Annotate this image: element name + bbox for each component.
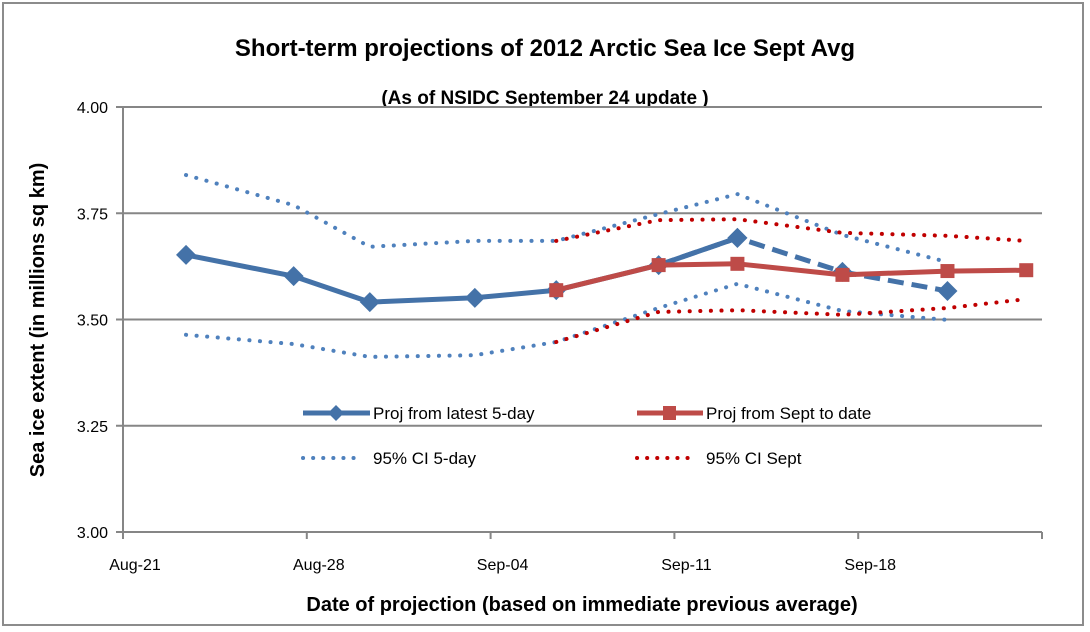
- y-tick-label: 3.00: [77, 525, 108, 542]
- x-tick-label: Sep-04: [477, 557, 529, 574]
- legend-item-proj-sept: Proj from Sept to date: [637, 404, 871, 423]
- proj-sept-square-point: [1019, 263, 1034, 278]
- ci-5day-upper-line: [184, 173, 950, 265]
- legend-item-proj-5day: Proj from latest 5-day: [303, 404, 535, 423]
- proj-sept-square-point: [835, 267, 850, 282]
- ci-sept-upper-line: [554, 217, 1029, 243]
- legend-diamond-marker-icon: [328, 405, 344, 421]
- axes: [122, 107, 1043, 539]
- legend-label-proj-sept: Proj from Sept to date: [706, 404, 871, 423]
- y-tick-label: 4.00: [77, 100, 108, 117]
- legend-item-ci-5day: 95% CI 5-day: [301, 449, 476, 468]
- legend-label-ci-5day: 95% CI 5-day: [373, 449, 476, 468]
- proj-sept-square-point: [651, 258, 666, 273]
- x-tick-labels: Aug-21 Aug-28 Sep-04 Sep-11 Sep-18: [109, 557, 896, 574]
- proj-5day-diamond-point: [359, 292, 380, 313]
- gridlines: [116, 106, 1042, 533]
- proj-sept-square-point: [730, 256, 745, 271]
- proj-5day-diamond-point: [464, 287, 485, 308]
- legend-label-ci-sept: 95% CI Sept: [706, 449, 802, 468]
- ci-sept-lower-line: [554, 297, 1029, 344]
- x-tick-label: Aug-21: [109, 557, 161, 574]
- proj-5day-diamond-point: [727, 227, 748, 248]
- proj-5day-dashed-line: [657, 235, 948, 294]
- proj-sept-line: [555, 261, 1027, 293]
- x-tick-label: Sep-11: [661, 557, 712, 574]
- y-tick-label: 3.75: [77, 206, 108, 223]
- y-tick-label: 3.25: [77, 419, 108, 436]
- proj-sept-square-point: [940, 264, 955, 279]
- y-tick-label: 3.50: [77, 313, 108, 330]
- legend-label-proj-5day: Proj from latest 5-day: [373, 404, 535, 423]
- x-axis-title: Date of projection (based on immediate p…: [306, 594, 857, 616]
- series-layer: [176, 173, 1034, 359]
- proj-5day-diamond-point: [176, 244, 197, 265]
- x-tick-label: Sep-18: [844, 557, 896, 574]
- x-tick-label: Aug-28: [293, 557, 345, 574]
- chart-title: Short-term projections of 2012 Arctic Se…: [235, 35, 855, 62]
- proj-sept-square-point: [549, 283, 564, 298]
- y-tick-labels: 3.00 3.25 3.50 3.75 4.00: [77, 100, 108, 542]
- proj-5day-diamond-point: [283, 266, 304, 287]
- legend-square-marker-icon: [663, 406, 676, 420]
- chart-subtitle: (As of NSIDC September 24 update ): [381, 88, 708, 109]
- legend: Proj from latest 5-day Proj from Sept to…: [301, 404, 871, 468]
- legend-item-ci-sept: 95% CI Sept: [635, 449, 802, 468]
- proj-5day-diamond-point: [937, 281, 958, 302]
- y-axis-title: Sea ice extent (in millions sq km): [27, 163, 49, 478]
